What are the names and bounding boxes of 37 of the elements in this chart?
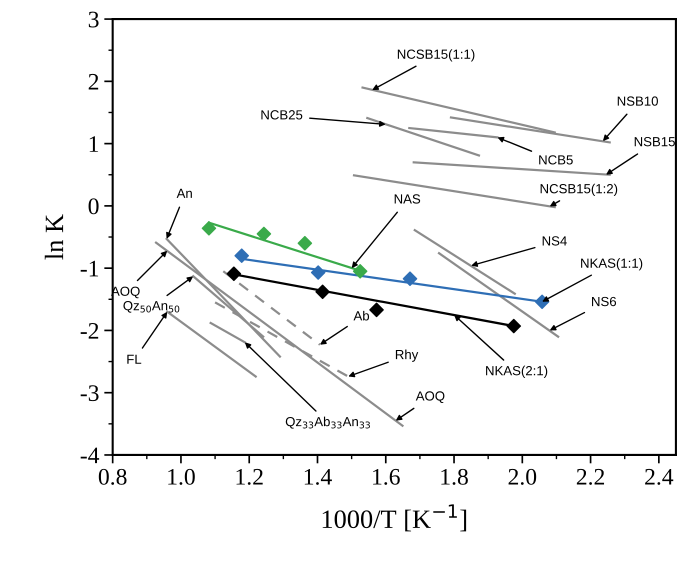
- annotation: NKAS(2:1): [486, 366, 548, 378]
- annotation: FL: [127, 354, 142, 364]
- x-tick-label: 2.2: [576, 468, 604, 485]
- y-tick-label: 1: [90, 136, 98, 152]
- annotation: NSB15: [634, 137, 675, 146]
- y-axis-title: ln K: [44, 214, 64, 260]
- y-tick-label: -1: [80, 260, 98, 276]
- annotation: Qz$_{50}$An$_{50}$: [123, 300, 180, 313]
- y-tick-label: 0: [88, 198, 99, 214]
- annotation: NCSB15(1:1): [398, 49, 474, 62]
- x-tick-label: 1.8: [441, 468, 468, 485]
- y-tick-label: 3: [88, 12, 99, 28]
- annotation: NCB25: [261, 110, 302, 120]
- annotation: Rhy: [396, 350, 418, 362]
- annotation: NCB5: [539, 155, 573, 165]
- x-tick-label: 2.0: [508, 468, 536, 485]
- x-tick-label: 0.8: [98, 468, 127, 485]
- x-tick-label: 1.6: [373, 468, 400, 485]
- annotation: NCSB15(1:2): [540, 184, 618, 196]
- y-tick-label: -3: [80, 385, 99, 402]
- x-tick-label: 1.4: [304, 468, 332, 485]
- annotation: An: [176, 188, 192, 198]
- annotation: NSB10: [618, 96, 658, 106]
- annotation: Qz$_{33}$Ab$_{33}$An$_{33}$: [286, 416, 370, 429]
- annotation: NAS: [394, 194, 420, 204]
- annotation: NS4: [542, 236, 567, 246]
- annotation: NS6: [592, 296, 616, 306]
- y-tick-label: -4: [80, 448, 100, 464]
- x-tick-label: 1.0: [168, 468, 195, 485]
- annotation: NKAS(1:1): [581, 258, 642, 270]
- y-tick-label: 2: [88, 74, 98, 90]
- annotation: AOQ: [416, 391, 444, 404]
- annotation: Ab: [354, 310, 370, 321]
- x-tick-label: 1.2: [236, 468, 263, 485]
- x-axis-title: 1000/T [K$^{−1}$]: [322, 504, 466, 532]
- y-tick-label: -2: [80, 322, 98, 339]
- x-tick-label: 2.4: [645, 468, 674, 485]
